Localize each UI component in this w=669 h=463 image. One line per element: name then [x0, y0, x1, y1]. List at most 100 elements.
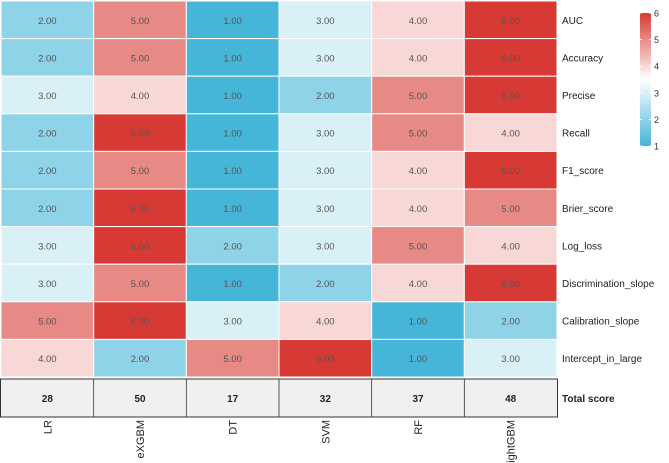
- cell-value-label: 4.00: [409, 16, 428, 27]
- cell-value-label: 4.00: [409, 53, 428, 64]
- cell-value-label: 5.00: [501, 204, 520, 215]
- cell-value-label: 3.00: [316, 166, 335, 177]
- legend-tick-label: 1: [654, 142, 659, 152]
- heatmap-cell: [93, 38, 187, 77]
- color-legend: 1 2 3 4 5 6: [640, 9, 659, 152]
- heatmap-cell: [185, 113, 280, 152]
- heatmap-cell: [93, 113, 187, 152]
- cell-value-label: 1.00: [409, 354, 428, 365]
- cell-value-label: 4.00: [38, 354, 57, 365]
- cell-value-label: 3.00: [316, 241, 335, 252]
- cell-value-label: 1.00: [223, 279, 242, 290]
- legend-tick-label: 5: [654, 35, 659, 45]
- cell-value-label: 5.00: [223, 354, 242, 365]
- cell-value-label: 5.00: [409, 129, 428, 140]
- cell-value-label: 4.00: [501, 129, 520, 140]
- row-label: Log_loss: [562, 241, 602, 252]
- heatmap-cell: [0, 113, 95, 152]
- cell-value-label: 1.00: [223, 91, 242, 102]
- row-label: Recall: [562, 129, 590, 140]
- cell-value-label: 1.00: [223, 204, 242, 215]
- heatmap-cell: [185, 301, 280, 340]
- cell-value-label: 6.00: [501, 279, 520, 290]
- cell-value-label: 6.00: [131, 317, 150, 328]
- cell-value-label: 3.00: [38, 279, 57, 290]
- cell-value-label: 6.00: [501, 166, 520, 177]
- heatmap-cell: [463, 113, 558, 152]
- heatmap-cell: [0, 0, 95, 40]
- heatmap-cell: [371, 263, 465, 303]
- legend-tick-label: 2: [654, 115, 659, 125]
- cell-value-label: 4.00: [409, 166, 428, 177]
- row-label: Intercept_in_large: [562, 354, 642, 365]
- heatmap-cell: [93, 338, 187, 378]
- heatmap-cell: [463, 75, 558, 115]
- heatmap-cell: [0, 263, 95, 303]
- heatmap-cell: [463, 150, 558, 190]
- row-label: F1_score: [562, 166, 604, 177]
- heatmap-cell: [463, 301, 558, 340]
- cell-value-label: 5.00: [131, 279, 150, 290]
- total-score-value: 48: [505, 394, 517, 405]
- heatmap-cell: [0, 226, 95, 265]
- column-label: DT: [228, 420, 240, 435]
- heatmap-cell: [463, 188, 558, 228]
- heatmap-cell: [371, 150, 465, 190]
- cell-value-label: 2.00: [38, 16, 57, 27]
- heatmap-cell: [185, 263, 280, 303]
- cell-value-label: 1.00: [223, 53, 242, 64]
- cell-value-label: 6.00: [501, 16, 520, 27]
- column-label: LR: [42, 420, 54, 434]
- heatmap-cell: [463, 263, 558, 303]
- cell-value-label: 3.00: [38, 91, 57, 102]
- heatmap-cell: [371, 301, 465, 340]
- row-label: Accuracy: [562, 53, 603, 64]
- cell-value-label: 6.00: [131, 241, 150, 252]
- cell-value-label: 4.00: [409, 204, 428, 215]
- cell-value-label: 5.00: [38, 317, 57, 328]
- heatmap-cell: [278, 263, 373, 303]
- heatmap-cell: [93, 301, 187, 340]
- total-score-value: 37: [412, 394, 424, 405]
- heatmap-cell: [278, 38, 373, 77]
- heatmap-cell: [371, 338, 465, 378]
- cell-value-label: 5.00: [409, 241, 428, 252]
- cell-value-label: 2.00: [38, 129, 57, 140]
- column-label: RF: [413, 420, 425, 435]
- legend-tick-label: 4: [654, 62, 659, 72]
- column-label: SVM: [320, 420, 332, 444]
- cell-value-label: 2.00: [501, 317, 520, 328]
- cell-value-label: 2.00: [223, 241, 242, 252]
- column-label: LightGBM: [506, 420, 518, 463]
- total-score-label: Total score: [562, 394, 615, 405]
- heatmap-cell: [185, 226, 280, 265]
- heatmap-cell: [185, 0, 280, 40]
- cell-value-label: 4.00: [409, 279, 428, 290]
- cell-value-label: 5.00: [131, 16, 150, 27]
- cell-value-label: 1.00: [409, 317, 428, 328]
- cell-value-label: 5.00: [131, 53, 150, 64]
- heatmap-cell: [93, 0, 187, 40]
- heatmap-cell: [93, 75, 187, 115]
- heatmap-cell: [463, 338, 558, 378]
- total-score-value: 50: [134, 394, 146, 405]
- column-label: eXGBM: [135, 420, 147, 459]
- cell-value-label: 1.00: [223, 16, 242, 27]
- cell-value-label: 4.00: [316, 317, 335, 328]
- heatmap-cell: [463, 226, 558, 265]
- cell-value-label: 1.00: [223, 166, 242, 177]
- row-label: Brier_score: [562, 204, 614, 215]
- heatmap-cell: [463, 38, 558, 77]
- cell-value-label: 5.00: [409, 91, 428, 102]
- legend-tick-label: 6: [654, 9, 659, 19]
- heatmap-cell: [185, 338, 280, 378]
- cell-value-label: 2.00: [131, 354, 150, 365]
- row-label: Precise: [562, 91, 596, 102]
- total-score-value: 28: [42, 394, 54, 405]
- cell-value-label: 2.00: [38, 53, 57, 64]
- cell-value-label: 3.00: [316, 129, 335, 140]
- heatmap-cell: [278, 75, 373, 115]
- legend-color-bar: [640, 13, 651, 146]
- cell-value-label: 3.00: [316, 204, 335, 215]
